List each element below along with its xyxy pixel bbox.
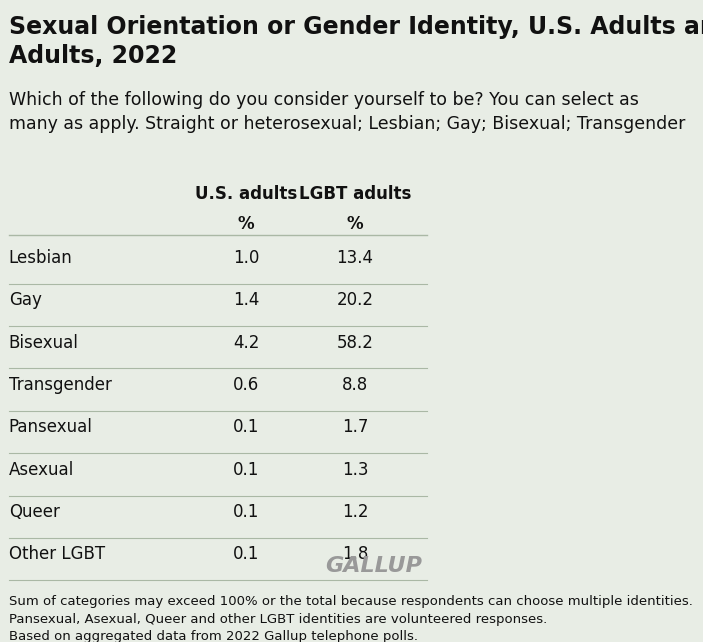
- Text: 8.8: 8.8: [342, 376, 368, 394]
- Text: Bisexual: Bisexual: [8, 334, 79, 352]
- Text: 1.3: 1.3: [342, 461, 368, 479]
- Text: 13.4: 13.4: [337, 249, 373, 267]
- Text: 0.1: 0.1: [233, 419, 259, 437]
- Text: 1.8: 1.8: [342, 546, 368, 564]
- Text: 1.4: 1.4: [233, 291, 259, 309]
- Text: 0.1: 0.1: [233, 503, 259, 521]
- Text: 1.0: 1.0: [233, 249, 259, 267]
- Text: %: %: [238, 215, 254, 233]
- Text: 1.2: 1.2: [342, 503, 368, 521]
- Text: U.S. adults: U.S. adults: [195, 186, 297, 204]
- Text: Gay: Gay: [8, 291, 41, 309]
- Text: Lesbian: Lesbian: [8, 249, 72, 267]
- Text: %: %: [347, 215, 363, 233]
- Text: Which of the following do you consider yourself to be? You can select as
many as: Which of the following do you consider y…: [8, 91, 685, 133]
- Text: GALLUP: GALLUP: [325, 555, 423, 576]
- Text: Sexual Orientation or Gender Identity, U.S. Adults and LGBT
Adults, 2022: Sexual Orientation or Gender Identity, U…: [8, 15, 703, 69]
- Text: 1.7: 1.7: [342, 419, 368, 437]
- Text: Sum of categories may exceed 100% or the total because respondents can choose mu: Sum of categories may exceed 100% or the…: [8, 595, 692, 642]
- Text: Transgender: Transgender: [8, 376, 112, 394]
- Text: 0.1: 0.1: [233, 546, 259, 564]
- Text: 0.6: 0.6: [233, 376, 259, 394]
- Text: 0.1: 0.1: [233, 461, 259, 479]
- Text: Asexual: Asexual: [8, 461, 74, 479]
- Text: Pansexual: Pansexual: [8, 419, 93, 437]
- Text: Other LGBT: Other LGBT: [8, 546, 105, 564]
- Text: Queer: Queer: [8, 503, 60, 521]
- Text: LGBT adults: LGBT adults: [299, 186, 411, 204]
- Text: 20.2: 20.2: [337, 291, 373, 309]
- Text: 4.2: 4.2: [233, 334, 259, 352]
- Text: 58.2: 58.2: [337, 334, 373, 352]
